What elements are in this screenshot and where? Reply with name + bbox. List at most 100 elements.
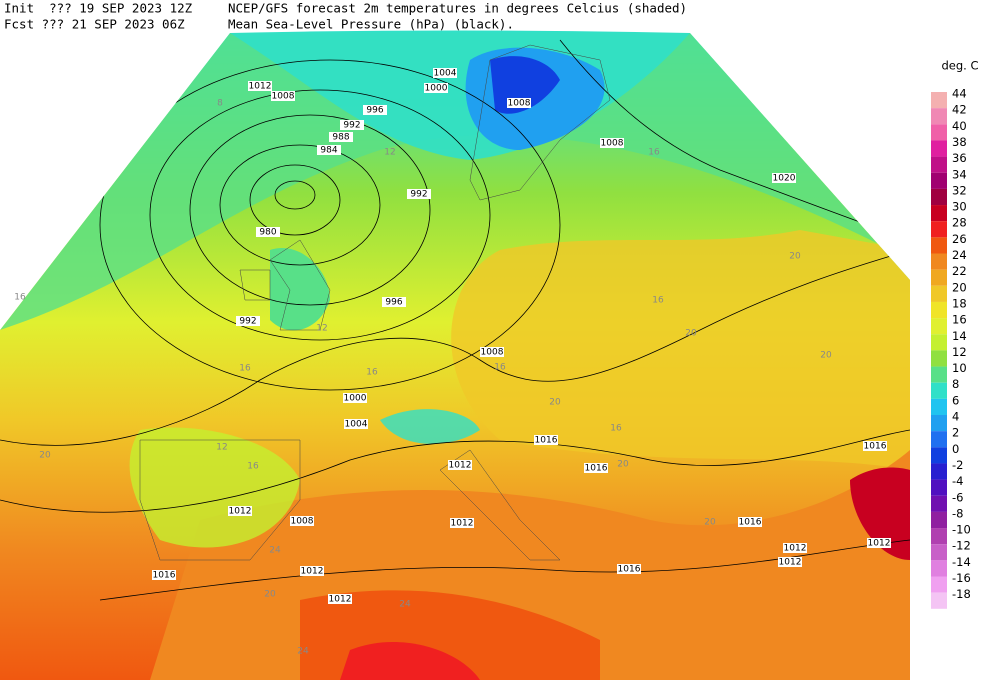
isobar-label-box <box>617 564 641 574</box>
isobar-label: 996 <box>366 106 383 116</box>
isobar-label: 1012 <box>449 461 472 471</box>
legend-swatch <box>931 205 947 222</box>
legend-swatch <box>931 511 947 529</box>
isobar-label: 1008 <box>291 517 314 527</box>
isobar-label-box <box>778 557 802 567</box>
legend-swatch <box>931 318 947 335</box>
legend-label: 44 <box>952 87 967 101</box>
legend-swatch <box>931 188 947 206</box>
temperature-label: 16 <box>494 363 506 373</box>
temperature-label: 20 <box>549 398 561 408</box>
isobar-label: 1008 <box>272 92 295 102</box>
isobar-label-box <box>363 105 387 115</box>
legend-label: 22 <box>952 264 967 278</box>
isobar-label: 988 <box>332 133 349 143</box>
isobar-label: 1004 <box>345 420 368 430</box>
legend-swatch <box>931 544 947 561</box>
subtitle: Mean Sea-Level Pressure (hPa) (black). <box>228 17 514 32</box>
legend-swatch <box>931 92 947 109</box>
legend-label: 8 <box>952 377 959 391</box>
isobar-label: 1012 <box>868 539 891 549</box>
temperature-label: 16 <box>14 293 26 303</box>
isobar-label-box <box>863 441 887 451</box>
isobar-label: 996 <box>385 298 402 308</box>
isobar-label-box <box>450 518 474 528</box>
isobar-label: 980 <box>259 228 276 238</box>
legend-swatch <box>931 576 947 593</box>
temperature-label: 12 <box>316 324 327 334</box>
isobar-label: 1016 <box>618 565 641 575</box>
legend-swatch <box>931 108 947 125</box>
isobar-label: 1016 <box>535 436 558 446</box>
legend-label: -6 <box>952 490 963 504</box>
legend-label: 16 <box>952 313 967 327</box>
legend-swatch <box>931 366 947 383</box>
isobar-label: 992 <box>410 190 427 200</box>
legend-swatch <box>931 221 947 238</box>
isobar-label: 1000 <box>425 84 448 94</box>
fcst-line: Fcst ??? 21 SEP 2023 06Z <box>4 17 185 32</box>
isobar-label-box <box>448 460 472 470</box>
isobar-label-box <box>329 132 353 142</box>
legend-swatch <box>931 140 947 157</box>
legend-label: 42 <box>952 103 967 117</box>
temperature-label: 12 <box>384 148 395 158</box>
isobar-label: 1008 <box>508 99 531 109</box>
legend-label: -16 <box>952 571 971 585</box>
isobar-label-box <box>300 566 324 576</box>
isobar-label: 1020 <box>773 174 796 184</box>
temperature-label: 16 <box>239 364 251 374</box>
legend-label: -12 <box>952 539 971 553</box>
legend-swatch <box>931 382 947 399</box>
legend-swatch <box>931 253 947 270</box>
temperature-label: 20 <box>264 590 276 600</box>
isobar-label: 992 <box>239 317 256 327</box>
temperature-label: 24 <box>297 647 309 657</box>
legend-label: 32 <box>952 183 967 197</box>
isobar-label: 1012 <box>229 507 252 517</box>
legend-label: 38 <box>952 135 967 149</box>
temperature-label: 16 <box>648 148 660 158</box>
isobar-label-box <box>340 120 364 130</box>
legend-swatch <box>931 447 947 464</box>
legend-swatch <box>931 285 947 302</box>
isobar-label: 1004 <box>434 69 457 79</box>
legend-label: 10 <box>952 361 967 375</box>
legend-label: 4 <box>952 410 959 424</box>
temperature-label: 16 <box>366 368 378 378</box>
legend-label: 28 <box>952 216 967 230</box>
temperature-label: 16 <box>247 462 259 472</box>
legend-swatch <box>931 124 947 141</box>
temperature-label: 8 <box>217 99 223 109</box>
isobar-label: 1000 <box>344 394 367 404</box>
isobar-label: 1016 <box>585 464 608 474</box>
isobar-label-box <box>584 463 608 473</box>
title: NCEP/GFS forecast 2m temperatures in deg… <box>228 1 687 16</box>
isobar-label-box <box>772 173 796 183</box>
legend-swatch <box>931 334 947 351</box>
legend-label: 2 <box>952 426 959 440</box>
isobar-label: 1012 <box>249 82 272 92</box>
isobar-label-box <box>867 538 891 548</box>
legend-label: -4 <box>952 474 963 488</box>
legend-swatch <box>931 350 947 367</box>
isobar-label: 1008 <box>601 139 624 149</box>
legend-label: 24 <box>952 248 967 262</box>
legend-swatch <box>931 269 947 286</box>
isobar-label-box <box>328 594 352 604</box>
isobar-label-box <box>152 570 176 580</box>
legend-swatch <box>931 415 947 432</box>
legend-swatch <box>931 431 947 448</box>
legend-label: -2 <box>952 458 963 472</box>
legend-label: 0 <box>952 442 959 456</box>
isobar-label: 1012 <box>301 567 324 577</box>
legend-label: 6 <box>952 393 959 407</box>
legend-swatch <box>931 479 947 496</box>
isobar-label: 1012 <box>779 558 802 568</box>
legend-label: 40 <box>952 119 967 133</box>
temperature-label: 20 <box>617 460 629 470</box>
isobar-label-box <box>480 347 504 357</box>
isobar-label-box <box>738 517 762 527</box>
temperature-label: 20 <box>39 451 51 461</box>
